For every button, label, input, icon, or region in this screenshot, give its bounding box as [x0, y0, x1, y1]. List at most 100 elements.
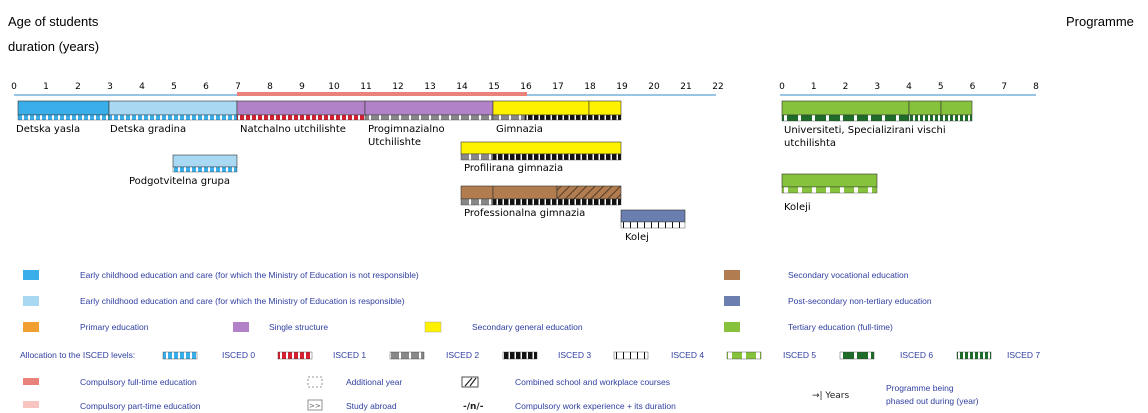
- duration-tick-label: 0: [779, 82, 785, 92]
- programme-kolej: Kolej: [620, 209, 686, 243]
- programme-professionalna-gimnazia: Professionalna gimnazia: [460, 185, 622, 219]
- programme-gimnazia: Gimnazia: [492, 100, 622, 135]
- work-exp-symbol: -/n/-: [463, 402, 484, 412]
- gimnazia-label: Gimnazia: [496, 124, 543, 135]
- podgotvitelna-label: Podgotvitelna grupa: [129, 176, 230, 187]
- legend-combined: Combined school and workplace courses: [515, 377, 670, 387]
- age-tick-label: 0: [11, 82, 17, 92]
- isced2-strip: [364, 114, 494, 121]
- age-tick-label: 2: [75, 82, 81, 92]
- isced0-strip: [172, 166, 238, 173]
- duration-tick-label: 5: [938, 82, 944, 92]
- universiteti-bar-b: [908, 100, 942, 116]
- professionalna-label: Professionalna gimnazia: [464, 208, 585, 219]
- isced7-strip: [908, 114, 973, 122]
- programme-podgotvitelna-grupa: Podgotvitelna grupa: [129, 154, 238, 187]
- universiteti-bar-a: [781, 100, 910, 116]
- programme-detska-yasla: Detska yasla: [16, 100, 110, 135]
- progimnazialno-label-line2: Utchilishte: [368, 137, 421, 148]
- gimnazia-bar-b: [588, 100, 622, 116]
- legend-isced5: ISCED 5: [783, 350, 816, 360]
- professionalna-combined-courses: [556, 185, 622, 200]
- programme-universiteti: Universiteti, Specializirani vischi utch…: [781, 100, 973, 149]
- isced1-strip: [236, 114, 366, 121]
- legend-swatch-post-sec: [724, 296, 740, 306]
- koleji-bar: [781, 173, 878, 188]
- age-tick-label: 16: [520, 82, 532, 92]
- study-abroad-glyph: >>: [309, 402, 321, 410]
- legend-phased-out-1: Programme being: [886, 383, 954, 393]
- right-duration-axis: 0 1 2 3 4 5 6 7 8: [779, 82, 1039, 96]
- legend-isced6-swatch: [839, 351, 875, 360]
- age-tick-label: 19: [616, 82, 628, 92]
- duration-tick-label: 4: [906, 82, 912, 92]
- age-tick-label: 11: [360, 82, 371, 92]
- duration-tick-label: 6: [970, 82, 976, 92]
- detska-yasla-label: Detska yasla: [16, 124, 80, 135]
- progimnazialno-label: Progimnazialno: [368, 124, 445, 135]
- programme-profilirana-gimnazia: Profilirana gimnazia: [460, 141, 622, 174]
- programme-detska-gradina: Detska gradina: [108, 100, 238, 135]
- podgotvitelna-bar: [172, 154, 238, 168]
- isced6-strip: [781, 114, 910, 122]
- programme-progimnazialno: Progimnazialno Utchilishte: [364, 100, 494, 148]
- header-programme-title: Programme: [1066, 14, 1134, 29]
- legend-swatch-sec-general: [424, 321, 442, 333]
- kolej-bar: [620, 209, 686, 223]
- legend-compulsory-part: Compulsory part-time education: [80, 401, 201, 411]
- professionalna-bar-a: [460, 185, 494, 200]
- legend-swatch-ecec-resp: [23, 296, 39, 306]
- profilirana-bar: [460, 141, 622, 155]
- professionalna-bar-b: [492, 185, 558, 200]
- duration-tick-label: 1: [811, 82, 817, 92]
- koleji-label: Koleji: [784, 202, 811, 213]
- detska-gradina-label: Detska gradina: [110, 124, 186, 135]
- legend-isced0-swatch: [162, 351, 198, 360]
- duration-tick-label: 3: [874, 82, 880, 92]
- legend-phased-out-2: phased out during (year): [886, 396, 979, 406]
- legend-isced0: ISCED 0: [222, 350, 255, 360]
- legend-swatch-study-abroad: [307, 399, 323, 411]
- age-tick-label: 18: [584, 82, 596, 92]
- compulsory-education-bar: [237, 92, 527, 96]
- progimnazialno-bar: [364, 100, 494, 116]
- legend-swatch-primary: [23, 322, 39, 332]
- legend-isced4: ISCED 4: [671, 350, 704, 360]
- gimnazia-bar-a: [492, 100, 590, 116]
- isced0-strip: [108, 114, 238, 121]
- isced3-strip: [492, 153, 622, 161]
- age-tick-label: 9: [299, 82, 305, 92]
- age-tick-label: 5: [171, 82, 177, 92]
- age-tick-label: 3: [107, 82, 113, 92]
- legend-isced3-swatch: [502, 351, 538, 360]
- years-symbol: →| Years: [812, 391, 849, 401]
- left-axis-ticks: 0 1 2 3 4 5 6 7 8 9 10 11 12 13 14 15 16 17 18 19 20 21 22: [11, 82, 724, 92]
- legend-swatch-single: [233, 322, 249, 332]
- age-tick-label: 22: [712, 82, 723, 92]
- legend-ecec-resp: Early childhood education and care (for …: [80, 296, 405, 306]
- age-tick-label: 8: [267, 82, 273, 92]
- legend-work-exp: Compulsory work experience + its duratio…: [515, 401, 676, 411]
- right-axis-ticks: 0 1 2 3 4 5 6 7 8: [779, 82, 1039, 92]
- duration-tick-label: 8: [1033, 82, 1039, 92]
- isced2-strip: [460, 198, 494, 206]
- legend-isced3: ISCED 3: [558, 350, 591, 360]
- isced2-strip: [460, 153, 494, 161]
- legend-isced5-swatch: [726, 351, 762, 360]
- legend-post-sec: Post-secondary non-tertiary education: [788, 296, 932, 306]
- isced0-strip: [17, 114, 110, 121]
- legend-tertiary: Tertiary education (full-time): [788, 322, 893, 332]
- profilirana-label: Profilirana gimnazia: [464, 163, 563, 174]
- legend-isced6: ISCED 6: [900, 350, 933, 360]
- legend-primary: Primary education: [80, 322, 149, 332]
- legend-swatch-combined: [461, 376, 479, 388]
- age-tick-label: 1: [43, 82, 49, 92]
- legend-ecec-not: Early childhood education and care (for …: [80, 270, 419, 280]
- legend-swatch-compulsory-full: [23, 378, 39, 385]
- legend-sec-general: Secondary general education: [472, 322, 583, 332]
- legend-additional-year: Additional year: [346, 377, 402, 387]
- universiteti-label-line2: utchilishta: [784, 138, 836, 149]
- natchalno-label: Natchalno utchilishte: [240, 124, 346, 135]
- legend-compulsory-full: Compulsory full-time education: [80, 377, 197, 387]
